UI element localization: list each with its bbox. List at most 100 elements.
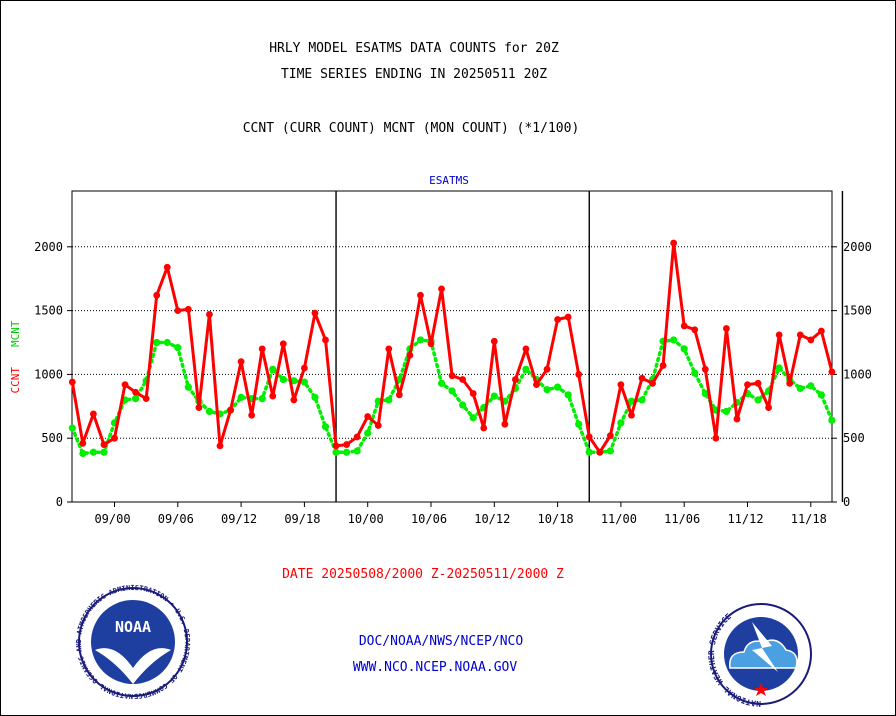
point-mcnt <box>575 420 583 428</box>
point-ccnt <box>469 390 477 397</box>
point-ccnt <box>385 345 393 353</box>
y-axis-label-mcnt: MCNT <box>9 320 22 347</box>
point-mcnt <box>269 365 277 373</box>
point-mcnt <box>522 365 530 373</box>
point-mcnt <box>722 407 731 416</box>
point-ccnt <box>670 239 678 247</box>
point-ccnt <box>195 404 203 411</box>
point-ccnt <box>395 391 403 399</box>
chart-title: ESATMS <box>429 174 469 187</box>
point-mcnt <box>184 383 192 391</box>
point-mcnt <box>205 407 214 416</box>
point-mcnt <box>279 375 287 384</box>
point-ccnt <box>364 413 372 420</box>
point-ccnt <box>459 376 467 383</box>
point-mcnt <box>775 364 783 372</box>
plot-area <box>71 190 833 503</box>
footer-link-doc[interactable]: DOC/NOAA/NWS/NCEP/NCO <box>359 634 524 649</box>
footer-link-www[interactable]: WWW.NCO.NCEP.NOAA.GOV <box>353 660 518 675</box>
point-ccnt <box>765 404 772 411</box>
point-mcnt <box>691 369 699 377</box>
point-mcnt <box>617 419 625 427</box>
x-tick-label: 10/00 <box>348 512 384 526</box>
point-mcnt <box>554 383 562 391</box>
point-mcnt <box>585 448 593 456</box>
point-mcnt <box>606 447 614 455</box>
point-mcnt <box>437 379 446 387</box>
point-mcnt <box>174 344 182 352</box>
point-ccnt <box>311 309 319 317</box>
point-ccnt <box>501 420 509 428</box>
point-ccnt <box>248 411 256 419</box>
x-tick-label: 11/06 <box>664 512 700 526</box>
point-ccnt <box>617 381 625 389</box>
y-tick-label-right: 1500 <box>843 304 872 318</box>
point-ccnt <box>512 376 519 383</box>
x-tick-label: 11/18 <box>791 512 827 526</box>
point-mcnt <box>237 393 245 401</box>
point-ccnt <box>480 424 488 432</box>
point-mcnt <box>300 378 308 386</box>
y-axis-label-ccnt: CCNT <box>9 367 22 394</box>
point-mcnt <box>448 387 456 395</box>
point-ccnt <box>543 365 551 373</box>
nws-star-icon <box>754 683 768 696</box>
title-line-2: TIME SERIES ENDING IN 20250511 20Z <box>281 67 547 82</box>
date-range: DATE 20250508/2000 Z-20250511/2000 Z <box>282 567 564 582</box>
y-tick-labels: 0 0 500 500 1000 1000 1500 1500 2000 2000 <box>34 240 872 509</box>
x-tick-label: 11/00 <box>601 512 637 526</box>
point-ccnt <box>353 433 361 441</box>
x-tick-label: 09/18 <box>284 512 320 526</box>
y-tick-label-left: 2000 <box>34 240 63 254</box>
point-mcnt <box>459 401 467 409</box>
point-mcnt <box>701 389 709 398</box>
point-ccnt <box>723 325 730 332</box>
point-ccnt <box>733 415 741 423</box>
point-ccnt <box>533 381 540 389</box>
point-mcnt <box>343 448 351 456</box>
x-tick-label: 09/06 <box>158 512 194 526</box>
point-ccnt <box>628 411 635 419</box>
y-tick-label-right: 500 <box>843 431 865 445</box>
point-ccnt <box>374 422 382 429</box>
point-mcnt <box>469 414 477 422</box>
point-ccnt <box>438 285 445 293</box>
point-ccnt <box>786 379 794 387</box>
point-ccnt <box>68 378 76 386</box>
point-ccnt <box>111 434 118 442</box>
y-tick-label-right: 1000 <box>843 367 872 381</box>
point-mcnt <box>670 336 678 344</box>
x-tick-label: 10/06 <box>411 512 447 526</box>
point-mcnt <box>543 386 551 394</box>
point-ccnt <box>132 388 140 396</box>
point-mcnt <box>638 396 646 404</box>
point-ccnt <box>406 351 414 359</box>
y-tick-label-left: 500 <box>41 431 63 445</box>
point-ccnt <box>142 395 150 403</box>
point-ccnt <box>807 336 815 344</box>
point-mcnt <box>796 384 804 393</box>
x-tick-label: 09/00 <box>94 512 130 526</box>
y-axis-label: CCNT MCNT <box>9 320 22 393</box>
point-mcnt <box>311 393 319 401</box>
point-mcnt <box>817 391 825 399</box>
point-mcnt <box>807 382 815 390</box>
point-mcnt <box>321 423 330 431</box>
x-tick-label: 10/12 <box>474 512 510 526</box>
point-ccnt <box>522 345 530 353</box>
y-tick-label-left: 1500 <box>34 304 63 318</box>
point-mcnt <box>132 395 140 403</box>
point-ccnt <box>796 331 804 339</box>
y-tick-label-left: 1000 <box>34 367 63 381</box>
point-ccnt <box>828 368 836 376</box>
x-tick-label: 10/18 <box>538 512 574 526</box>
x-tick-label: 11/12 <box>727 512 763 526</box>
nws-lightning-icon <box>752 622 778 672</box>
point-ccnt <box>585 433 593 441</box>
series-layer <box>68 239 836 458</box>
point-mcnt <box>353 447 361 455</box>
point-mcnt <box>68 424 76 432</box>
point-mcnt <box>680 345 688 353</box>
point-ccnt <box>754 379 762 387</box>
